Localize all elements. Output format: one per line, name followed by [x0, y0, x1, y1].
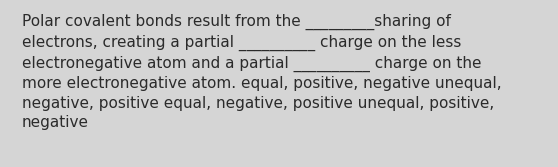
Text: Polar covalent bonds result from the _________sharing of
electrons, creating a p: Polar covalent bonds result from the ___…: [22, 14, 502, 130]
